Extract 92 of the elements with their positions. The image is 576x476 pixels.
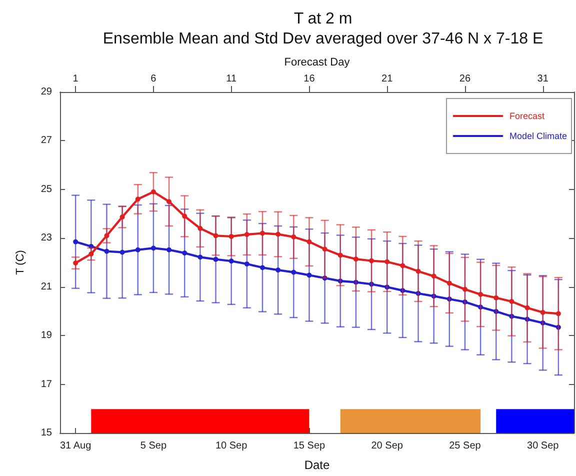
point — [400, 263, 406, 268]
point — [166, 247, 172, 252]
point — [135, 247, 140, 252]
x2-tick-label: 6 — [150, 74, 157, 84]
x2-tick-label: 31 — [537, 74, 549, 84]
point — [353, 280, 358, 285]
point — [213, 233, 218, 238]
point — [540, 310, 546, 315]
point — [322, 246, 328, 252]
x-tick-label: 20 Sep — [371, 440, 404, 452]
point — [198, 226, 203, 231]
point — [166, 199, 172, 204]
chart-subtitle: Ensemble Mean and Std Dev averaged over 37-46 N x 7-18 E — [102, 30, 544, 48]
point — [462, 286, 468, 292]
point — [369, 282, 374, 287]
point — [494, 308, 499, 314]
point — [524, 305, 530, 310]
y-tick-label: 19 — [40, 330, 52, 342]
point — [291, 270, 296, 275]
point — [462, 299, 468, 304]
point — [509, 314, 514, 319]
x-tick-label: 25 Sep — [449, 440, 482, 452]
y-tick-label: 17 — [40, 378, 52, 390]
point — [478, 304, 484, 310]
point — [353, 256, 358, 262]
point — [88, 251, 94, 256]
x2-tick-label: 11 — [226, 74, 237, 84]
point — [524, 316, 530, 322]
x2-axis-title: Forecast Day — [284, 56, 350, 68]
point — [244, 261, 250, 266]
point — [182, 250, 188, 256]
point — [400, 288, 406, 294]
point — [431, 294, 436, 299]
x-tick-label: 31 Aug — [60, 440, 92, 452]
x-tick-label: 5 Sep — [140, 440, 167, 452]
point — [384, 259, 390, 264]
x-axis-title: Date — [304, 458, 330, 472]
point — [228, 234, 234, 239]
point — [291, 234, 296, 240]
y-tick-label: 15 — [40, 428, 52, 438]
y-tick-label: 21 — [40, 281, 52, 292]
point — [384, 284, 390, 290]
point — [416, 268, 421, 274]
point — [446, 280, 452, 286]
point — [88, 244, 94, 249]
point — [104, 248, 110, 254]
point — [260, 230, 265, 236]
point — [150, 246, 156, 251]
x2-tick-label: 16 — [304, 74, 316, 84]
point — [276, 268, 281, 273]
point — [338, 278, 343, 284]
y-tick-label: 29 — [40, 86, 52, 98]
legend-box: Forecast Model Climate — [446, 98, 572, 154]
point — [556, 324, 561, 330]
point — [509, 298, 514, 304]
point — [556, 311, 561, 316]
point — [120, 214, 125, 220]
point — [322, 276, 328, 281]
point — [73, 260, 78, 266]
x2-tick-label: 26 — [459, 74, 471, 84]
point — [182, 214, 188, 219]
point — [135, 196, 140, 202]
point — [104, 233, 110, 238]
point — [446, 296, 452, 302]
point — [244, 232, 250, 237]
point — [276, 232, 281, 237]
point — [306, 239, 312, 244]
y-tick-label: 27 — [40, 135, 52, 146]
y-tick-label: 23 — [40, 232, 52, 244]
point — [306, 272, 312, 278]
y-tick-label: 25 — [40, 184, 52, 195]
point — [213, 256, 218, 262]
point — [338, 252, 343, 258]
point — [431, 274, 436, 279]
point — [540, 320, 546, 326]
x2-tick-label: 21 — [382, 74, 394, 84]
point — [120, 250, 125, 255]
x2-tick-label: 1 — [72, 74, 79, 84]
point — [494, 295, 499, 300]
x-tick-label: 15 Sep — [293, 440, 326, 452]
point — [369, 258, 374, 264]
point — [478, 292, 484, 297]
point — [198, 254, 203, 260]
x-tick-label: 10 Sep — [215, 440, 248, 452]
point — [150, 189, 156, 194]
x-tick-label: 30 Sep — [526, 440, 560, 452]
chart-title: T at 2 m — [294, 10, 352, 28]
y-axis-title: T (C) — [14, 250, 26, 275]
point — [73, 239, 78, 244]
point — [416, 290, 421, 296]
point — [260, 265, 265, 270]
point — [228, 258, 234, 264]
